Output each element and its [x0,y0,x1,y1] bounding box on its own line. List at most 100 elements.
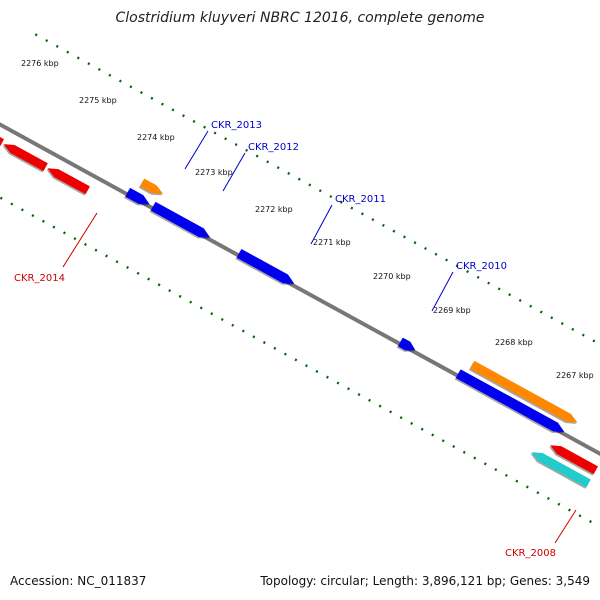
scale-tick [592,339,596,343]
scale-tick [452,444,456,449]
gene-label-leader [62,212,98,268]
scale-tick [34,33,38,37]
scale-tick [118,79,122,83]
scale-tick [20,208,24,212]
scale-tick [294,358,298,362]
scale-tick [224,137,228,141]
scale-tick-label: 2268 kbp [495,338,533,347]
genome-stats-text: Topology: circular; Length: 3,896,121 bp… [260,574,590,588]
scale-tick [129,85,133,89]
scale-tick [476,275,480,279]
scale-tick [326,375,329,379]
scale-tick [494,468,498,472]
scale-tick [360,212,364,216]
scale-tick-label: 2272 kbp [255,205,293,214]
scale-tick [497,287,501,291]
scale-tick [350,206,354,210]
accession-text: Accession: NC_011837 [10,574,147,588]
scale-tick [455,264,459,268]
scale-tick [139,91,143,95]
scale-tick [378,404,382,408]
scale-tick [147,277,151,281]
scale-tick [441,439,445,443]
scale-tick [241,329,245,333]
scale-tick [234,143,238,147]
scale-tick [105,254,108,258]
gene-label-leader [554,509,577,544]
scale-tick [52,225,56,229]
scale-tick [420,427,424,431]
scale-tick [252,335,256,339]
scale-tick [76,56,80,60]
scale-tick [550,316,554,320]
scale-tick [178,294,182,298]
scale-tick [45,39,49,43]
scale-tick [399,416,403,420]
scale-tick [192,119,196,123]
scale-tick-labels: 2276 kbp 2275 kbp 2274 kbp 2273 kbp 2272 kbp… [21,59,594,380]
scale-tick [308,183,312,187]
scale-tick [150,96,154,100]
scale-tick [546,496,550,501]
scale-tick [487,281,491,285]
gene-label-leader [184,130,209,170]
scale-tick-label: 2275 kbp [79,96,117,105]
gene-label-ckr-2011[interactable]: CKR_2011 [335,194,386,205]
page-title: Clostridium kluyveri NBRC 12016, complet… [115,10,485,26]
gene-label-ckr-2010[interactable]: CKR_2010 [456,261,507,272]
scale-tick [578,514,582,518]
gene-label-ckr-2013[interactable]: CKR_2013 [211,120,262,131]
scale-tick [508,293,512,297]
scale-tick [318,189,322,193]
gene-ckr-2014-arrow [3,144,48,172]
scale-tick [304,364,308,368]
gene-ckr-2013-arrow [125,187,150,205]
scale-tick [97,67,101,72]
gene-label-ckr-2012[interactable]: CKR_2012 [248,142,299,153]
scale-tick [368,398,371,402]
genome-features [0,137,598,489]
scale-tick [389,410,393,414]
scale-tick [245,148,249,152]
scale-tick [168,289,172,293]
scale-tick [266,160,270,164]
scale-tick [66,50,70,54]
scale-tick [525,485,529,489]
scale-tick [220,317,224,322]
gene-ckr-2010-arrow [398,337,416,351]
gene-label-ckr-2008[interactable]: CKR_2008 [505,548,556,559]
scale-tick [315,369,319,373]
scale-tick-label: 2276 kbp [21,59,59,68]
scale-tick [262,341,266,345]
scale-tick-label: 2267 kbp [556,371,594,380]
scale-tick [560,322,564,326]
gene-ckr-2014-arrow [47,168,90,195]
scale-tick [392,229,396,233]
scale-tick [108,73,112,77]
scale-tick [402,235,406,239]
outer-scale-ticks [34,33,596,343]
feature-rna-arrow [470,360,578,423]
genome-backbone [0,122,600,457]
scale-tick [297,177,301,181]
scale-tick [504,473,508,477]
scale-tick [157,283,161,287]
scale-tick [589,520,592,524]
gene-ckr-2011-arrow [236,249,295,284]
scale-tick [381,223,385,227]
scale-tick [126,265,130,270]
scale-tick [329,194,333,199]
scale-tick [231,323,235,327]
scale-tick [203,125,206,129]
feature-cds-arrow [455,369,565,432]
scale-tick [581,333,585,337]
gene-ckr-2013-rna [140,178,164,195]
scale-tick-label: 2274 kbp [137,133,175,142]
gene-label-ckr-2014[interactable]: CKR_2014 [14,273,65,284]
scale-tick [431,433,435,437]
scale-tick [536,491,540,495]
gene-ckr-2008-rna [531,452,591,488]
scale-tick [283,352,287,356]
scale-tick [347,387,350,391]
